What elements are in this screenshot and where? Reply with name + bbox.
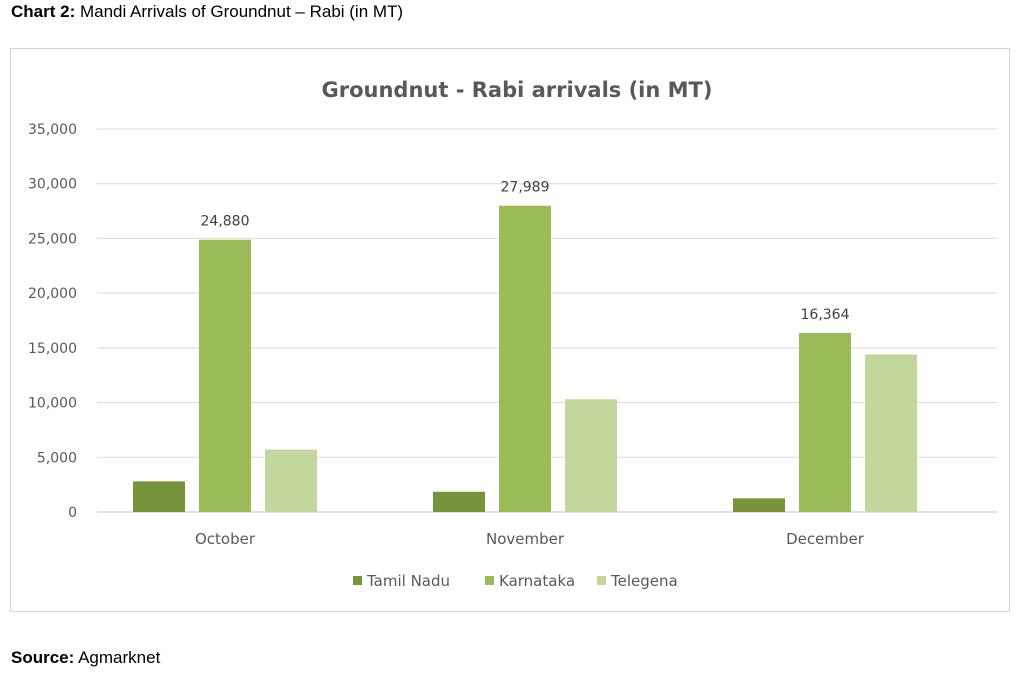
y-tick-label: 35,000 bbox=[28, 122, 77, 138]
caption-label: Chart 2: bbox=[11, 2, 76, 21]
y-tick-label: 20,000 bbox=[28, 286, 77, 302]
legend-label: Telegena bbox=[610, 572, 678, 590]
y-tick-label: 15,000 bbox=[28, 341, 77, 357]
x-tick-label: December bbox=[786, 530, 865, 548]
y-tick-label: 30,000 bbox=[28, 177, 77, 193]
caption-text: Mandi Arrivals of Groundnut – Rabi (in M… bbox=[79, 2, 404, 21]
y-tick-label: 5,000 bbox=[37, 450, 77, 466]
source-label: Source: bbox=[11, 648, 75, 667]
bar bbox=[199, 239, 251, 513]
y-tick-label: 25,000 bbox=[28, 231, 77, 247]
legend-swatch bbox=[485, 576, 494, 585]
data-label: 16,364 bbox=[801, 307, 850, 323]
legend-label: Karnataka bbox=[499, 572, 575, 590]
bar bbox=[433, 491, 485, 512]
bar bbox=[865, 354, 917, 512]
x-tick-label: November bbox=[486, 530, 565, 548]
bar bbox=[565, 399, 617, 512]
bar bbox=[733, 498, 785, 512]
bar bbox=[133, 481, 185, 512]
source-text: Agmarknet bbox=[78, 648, 161, 667]
legend-swatch bbox=[597, 576, 606, 585]
data-label: 27,989 bbox=[501, 180, 550, 196]
y-tick-label: 10,000 bbox=[28, 396, 77, 412]
chart-title: Groundnut - Rabi arrivals (in MT) bbox=[322, 78, 713, 102]
bar-chart: Groundnut - Rabi arrivals (in MT) 0 5,000 1… bbox=[28, 78, 997, 590]
bar bbox=[265, 449, 317, 512]
legend-label: Tamil Nadu bbox=[366, 572, 450, 590]
legend-swatch bbox=[353, 576, 362, 585]
chart-frame: Groundnut - Rabi arrivals (in MT) 0 5,000 1… bbox=[10, 48, 1010, 612]
x-tick-label: October bbox=[195, 530, 256, 548]
y-tick-label: 0 bbox=[68, 505, 77, 521]
chart-caption: Chart 2: Mandi Arrivals of Groundnut – R… bbox=[11, 2, 403, 22]
bar bbox=[499, 205, 551, 512]
source-note: Source: Agmarknet bbox=[11, 648, 160, 668]
data-label: 24,880 bbox=[201, 214, 250, 230]
bar bbox=[799, 332, 851, 512]
